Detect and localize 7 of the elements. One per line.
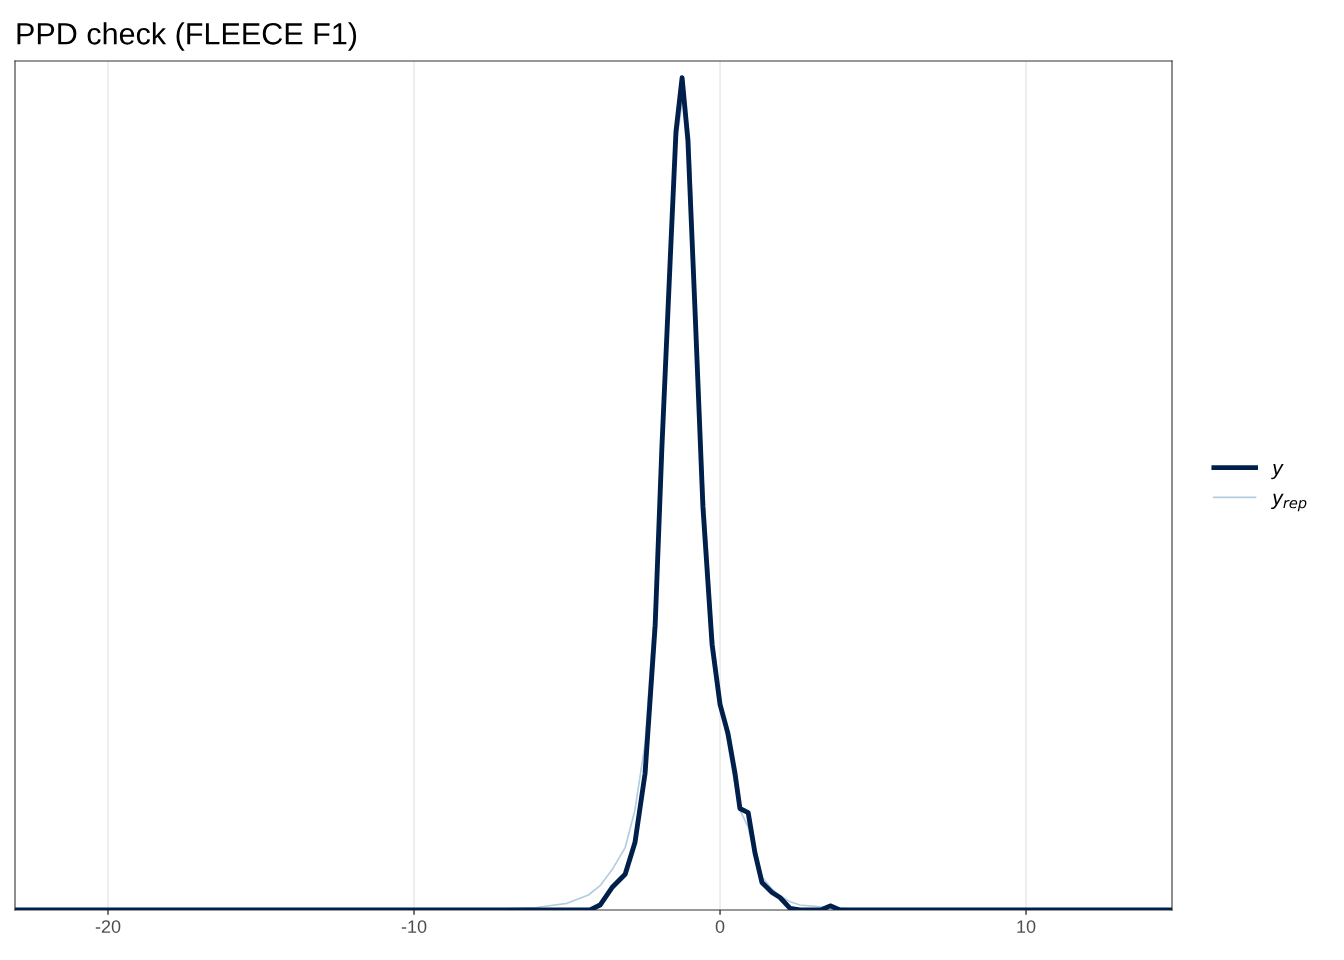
x-tick-label: 10 <box>1017 920 1036 933</box>
x-tick-label: 0 <box>715 920 725 933</box>
legend-label: y$_{rep}$ <box>1271 493 1307 512</box>
x-tick-label: -20 <box>95 920 121 933</box>
chart-title: PPD check (FLEECE F1) <box>17 22 357 51</box>
x-tick-label: -10 <box>401 920 427 933</box>
legend-label: y <box>1271 463 1284 480</box>
